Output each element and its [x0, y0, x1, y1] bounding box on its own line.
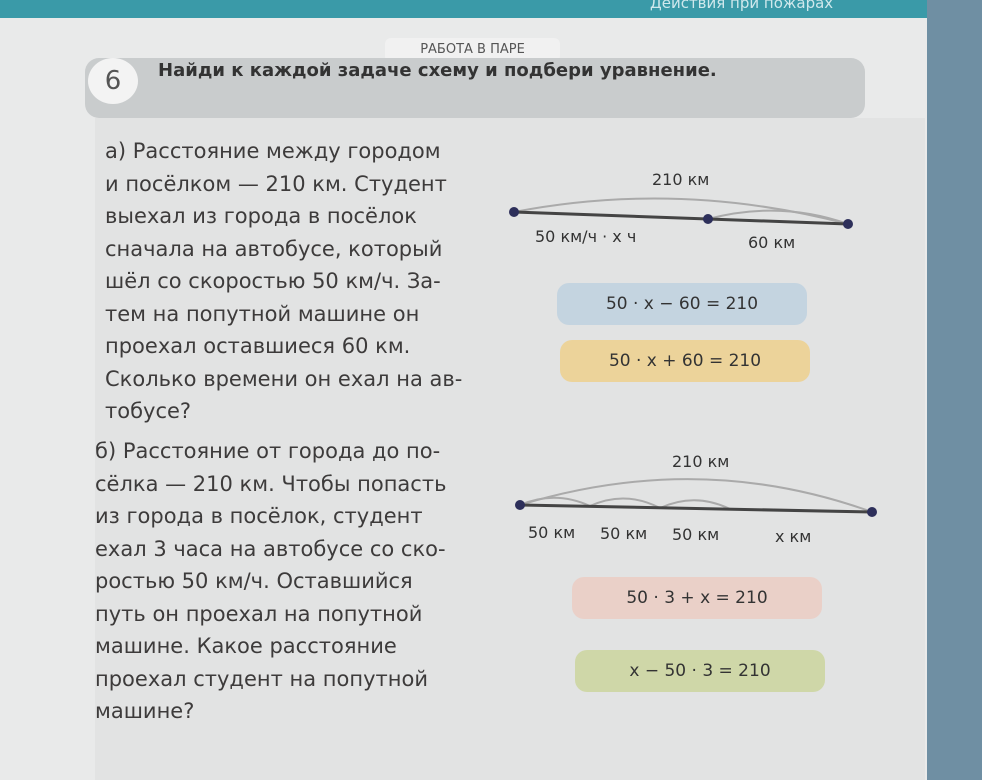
text-line: тобусе? — [105, 399, 192, 423]
scheme-b-part: 50 км — [672, 525, 720, 544]
scheme-a — [509, 197, 853, 229]
task-b-text: б) Расстояние от города до по- сёлка — 2… — [95, 435, 475, 728]
scheme-a-total: 210 км — [652, 170, 710, 189]
text-line: путь он проехал на попутной — [95, 601, 423, 626]
text-line: ростью 50 км/ч. Оставшийся — [95, 569, 413, 593]
equation-a2[interactable]: 50 · x + 60 = 210 — [560, 340, 810, 382]
text-line: проехал оставшиеся 60 км. — [105, 334, 411, 358]
text-line: машине. Какое расстояние — [95, 634, 397, 658]
scheme-b-part: 50 км — [528, 523, 576, 542]
scheme-b-total: 210 км — [672, 452, 730, 471]
header-band-text: Действия при пожарах — [650, 0, 834, 12]
scheme-b — [515, 478, 877, 517]
scheme-a-part2: 60 км — [748, 233, 796, 252]
text-line: машине? — [95, 699, 195, 723]
text-line: проехал студент на попутной — [95, 666, 428, 691]
text-line: сначала на автобусе, который — [105, 236, 443, 261]
exercise-header — [85, 58, 865, 118]
task-a-text: а) Расстояние между городом и посёлком —… — [105, 135, 485, 428]
exercise-number: 6 — [88, 58, 138, 104]
scheme-b-part: 50 км — [600, 524, 648, 543]
equation-b1[interactable]: 50 · 3 + x = 210 — [572, 577, 822, 619]
text-line: шёл со скоростью 50 км/ч. За- — [105, 269, 441, 293]
text-line: тем на попутной машине он — [105, 301, 420, 326]
instruction: Найди к каждой задаче схему и подбери ур… — [158, 60, 717, 81]
text-line: выехал из города в посёлок — [105, 204, 417, 228]
equation-a1[interactable]: 50 · x − 60 = 210 — [557, 283, 807, 325]
text-line: б) Расстояние от города до по- — [95, 439, 441, 463]
text-line: сёлка — 210 км. Чтобы попасть — [95, 471, 447, 496]
text-line: из города в посёлок, студент — [95, 504, 423, 528]
text-line: ехал 3 часа на автобусе со ско- — [95, 536, 446, 561]
text-line: и посёлком — 210 км. Студент — [105, 171, 447, 196]
scheme-b-part: x км — [775, 527, 812, 546]
scheme-a-part1: 50 км/ч · x ч — [535, 227, 637, 246]
header-band: Действия при пожарах — [0, 0, 982, 18]
text-line: а) Расстояние между городом — [105, 139, 441, 163]
equation-b2[interactable]: x − 50 · 3 = 210 — [575, 650, 825, 692]
page-edge — [927, 0, 982, 780]
text-line: Сколько времени он ехал на ав- — [105, 366, 463, 391]
